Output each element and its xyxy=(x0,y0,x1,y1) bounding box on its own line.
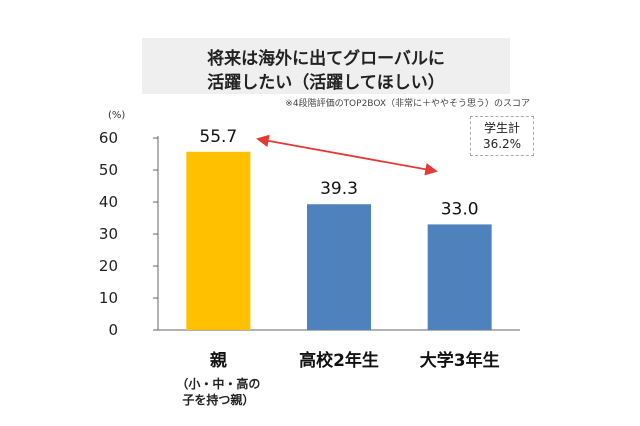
chart-title-box: 将来は海外に出てグローバルに 活躍したい（活躍してほしい） xyxy=(142,38,510,94)
y-tick-label: 60 xyxy=(99,129,118,147)
data-label-1: 55.7 xyxy=(199,127,237,147)
bar-3 xyxy=(427,224,492,330)
category-label-2: 高校2年生 xyxy=(299,350,379,371)
y-tick-label: 0 xyxy=(108,321,118,339)
data-label-2: 39.3 xyxy=(320,179,358,199)
student-total-callout: 学生計 36.2% xyxy=(470,116,534,156)
callout-label: 学生計 xyxy=(483,121,520,135)
category-sublabel-2: 子を持つ親） xyxy=(182,392,254,407)
callout-value: 36.2% xyxy=(482,137,522,151)
y-tick-label: 50 xyxy=(99,161,118,179)
y-tick-label: 20 xyxy=(99,257,118,275)
y-tick-label: 30 xyxy=(99,225,118,243)
chart-note: ※4段階評価のTOP2BOX（非常に＋ややそう思う）のスコア xyxy=(285,99,530,109)
category-label-3: 大学3年生 xyxy=(420,350,500,371)
data-label-3: 33.0 xyxy=(441,199,479,219)
comparison-arrow xyxy=(256,134,438,176)
category-label-1: 親 xyxy=(210,350,227,371)
chart-title-line-2: 活躍したい（活躍してほしい） xyxy=(207,73,445,93)
chart-title-line-1: 将来は海外に出てグローバルに xyxy=(207,49,445,69)
y-tick-label: 40 xyxy=(99,193,118,211)
bar-1 xyxy=(186,151,251,330)
bar-2 xyxy=(307,204,371,330)
y-tick-label: 10 xyxy=(99,289,118,307)
y-axis-unit: (%) xyxy=(108,110,125,121)
category-sublabel-1: （小・中・高の xyxy=(176,376,260,391)
